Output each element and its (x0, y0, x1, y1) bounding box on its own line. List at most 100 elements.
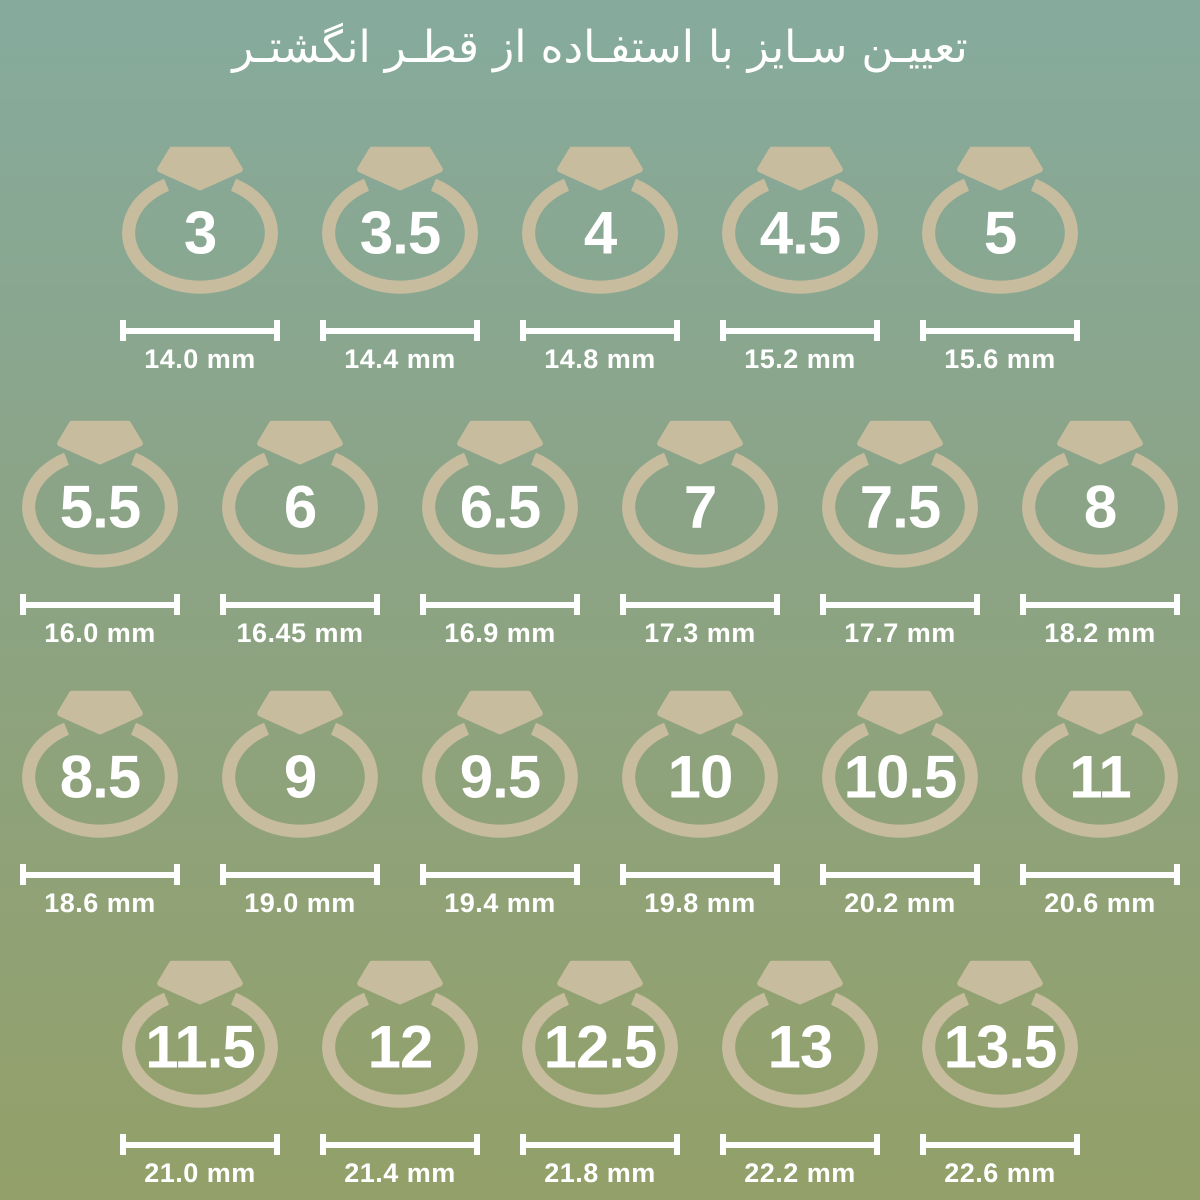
diameter-label: 20.6 mm (1044, 888, 1156, 918)
diameter-label: 15.2 mm (744, 344, 856, 374)
diamond-gem-icon (57, 420, 143, 465)
diameter-label: 14.0 mm (144, 344, 256, 374)
diameter-label: 19.8 mm (644, 888, 756, 918)
ring-size-cell: 11.5 21.0 mm (100, 960, 300, 1189)
ring-size-number: 13.5 (943, 1013, 1058, 1081)
diamond-gem-icon (557, 146, 643, 191)
diameter-measure-line (520, 320, 680, 341)
diamond-gem-icon (657, 690, 743, 735)
ring-size-number: 4.5 (759, 199, 841, 267)
ring-band (522, 178, 678, 294)
ring-band (722, 992, 878, 1108)
diameter-measure-line (920, 1134, 1080, 1155)
diameter-label: 17.7 mm (844, 618, 956, 648)
ring-band (1022, 722, 1178, 838)
diameter-label: 21.4 mm (344, 1158, 456, 1188)
diamond-gem-icon (957, 146, 1043, 191)
ring-row: 11.5 21.0 mm 12 21.4 mm 12.5 21.8 mm (0, 960, 1200, 1189)
ring-size-number: 8 (1083, 473, 1117, 541)
ring-row: 3 14.0 mm 3.5 14.4 mm 4 14.8 mm (0, 146, 1200, 375)
diameter-measure-line (420, 594, 580, 615)
diameter-measure-line (420, 864, 580, 885)
ring-size-number: 13 (767, 1013, 834, 1081)
diameter-label: 18.6 mm (44, 888, 156, 918)
diameter-label: 21.8 mm (544, 1158, 656, 1188)
ring-size-number: 8.5 (59, 743, 141, 811)
diamond-gem-icon (657, 420, 743, 465)
diameter-label: 17.3 mm (644, 618, 756, 648)
ring-band (922, 178, 1078, 294)
ring-icon: 9 (222, 690, 378, 838)
ring-size-number: 6 (283, 473, 317, 541)
diamond-gem-icon (857, 420, 943, 465)
ring-band (22, 452, 178, 568)
ring-size-cell: 3 14.0 mm (100, 146, 300, 375)
ring-size-number: 5 (983, 199, 1017, 267)
ring-row: 8.5 18.6 mm 9 19.0 mm 9.5 19.4 mm (0, 690, 1200, 919)
diameter-measure-line (120, 320, 280, 341)
ring-icon: 6 (222, 420, 378, 568)
diameter-label: 21.0 mm (144, 1158, 256, 1188)
diamond-gem-icon (257, 690, 343, 735)
ring-icon: 6.5 (422, 420, 578, 568)
diamond-gem-icon (1057, 690, 1143, 735)
diameter-measure-line (620, 864, 780, 885)
ring-size-cell: 10 19.8 mm (600, 690, 800, 919)
ring-size-number: 9.5 (459, 743, 541, 811)
diameter-label: 16.0 mm (44, 618, 156, 648)
ring-band (1022, 452, 1178, 568)
diameter-measure-line (1020, 864, 1180, 885)
ring-icon: 4 (522, 146, 678, 294)
diameter-measure-line (120, 1134, 280, 1155)
ring-size-number: 3.5 (359, 199, 441, 267)
diameter-measure-line (220, 864, 380, 885)
ring-band (522, 992, 678, 1108)
diamond-gem-icon (757, 960, 843, 1005)
ring-band (122, 178, 278, 294)
ring-size-number: 11.5 (145, 1013, 255, 1081)
diameter-measure-line (720, 320, 880, 341)
ring-size-cell: 10.5 20.2 mm (800, 690, 1000, 919)
ring-band (222, 722, 378, 838)
ring-icon: 10 (622, 690, 778, 838)
diamond-gem-icon (57, 690, 143, 735)
ring-icon: 5 (922, 146, 1078, 294)
diamond-gem-icon (557, 960, 643, 1005)
ring-icon: 7 (622, 420, 778, 568)
diameter-measure-line (220, 594, 380, 615)
ring-size-number: 6.5 (459, 473, 541, 541)
diameter-label: 14.4 mm (344, 344, 456, 374)
ring-size-cell: 11 20.6 mm (1000, 690, 1200, 919)
chart-title: تعییـن سـایز با استفـاده از قطـر انگشتـر (232, 22, 968, 73)
ring-band (222, 452, 378, 568)
ring-size-number: 7.5 (859, 473, 941, 541)
diameter-measure-line (1020, 594, 1180, 615)
ring-size-cell: 4.5 15.2 mm (700, 146, 900, 375)
diamond-gem-icon (357, 960, 443, 1005)
diamond-gem-icon (1057, 420, 1143, 465)
diameter-label: 22.2 mm (744, 1158, 856, 1188)
ring-band (422, 722, 578, 838)
diameter-measure-line (20, 864, 180, 885)
ring-icon: 4.5 (722, 146, 878, 294)
diameter-measure-line (820, 864, 980, 885)
ring-row: 5.5 16.0 mm 6 16.45 mm 6.5 16.9 mm (0, 420, 1200, 649)
ring-band (322, 992, 478, 1108)
ring-size-number: 7 (683, 473, 717, 541)
diamond-gem-icon (757, 146, 843, 191)
ring-size-cell: 8.5 18.6 mm (0, 690, 200, 919)
diameter-measure-line (520, 1134, 680, 1155)
ring-band (822, 722, 978, 838)
diameter-label: 16.9 mm (444, 618, 556, 648)
diamond-gem-icon (857, 690, 943, 735)
diameter-label: 14.8 mm (544, 344, 656, 374)
ring-icon: 13.5 (922, 960, 1078, 1108)
ring-size-number: 10.5 (843, 743, 958, 811)
ring-size-number: 11 (1069, 743, 1131, 811)
ring-band (822, 452, 978, 568)
ring-size-number: 3 (183, 199, 217, 267)
ring-size-cell: 13.5 22.6 mm (900, 960, 1100, 1189)
ring-size-cell: 8 18.2 mm (1000, 420, 1200, 649)
ring-icon: 8.5 (22, 690, 178, 838)
ring-size-number: 10 (667, 743, 734, 811)
